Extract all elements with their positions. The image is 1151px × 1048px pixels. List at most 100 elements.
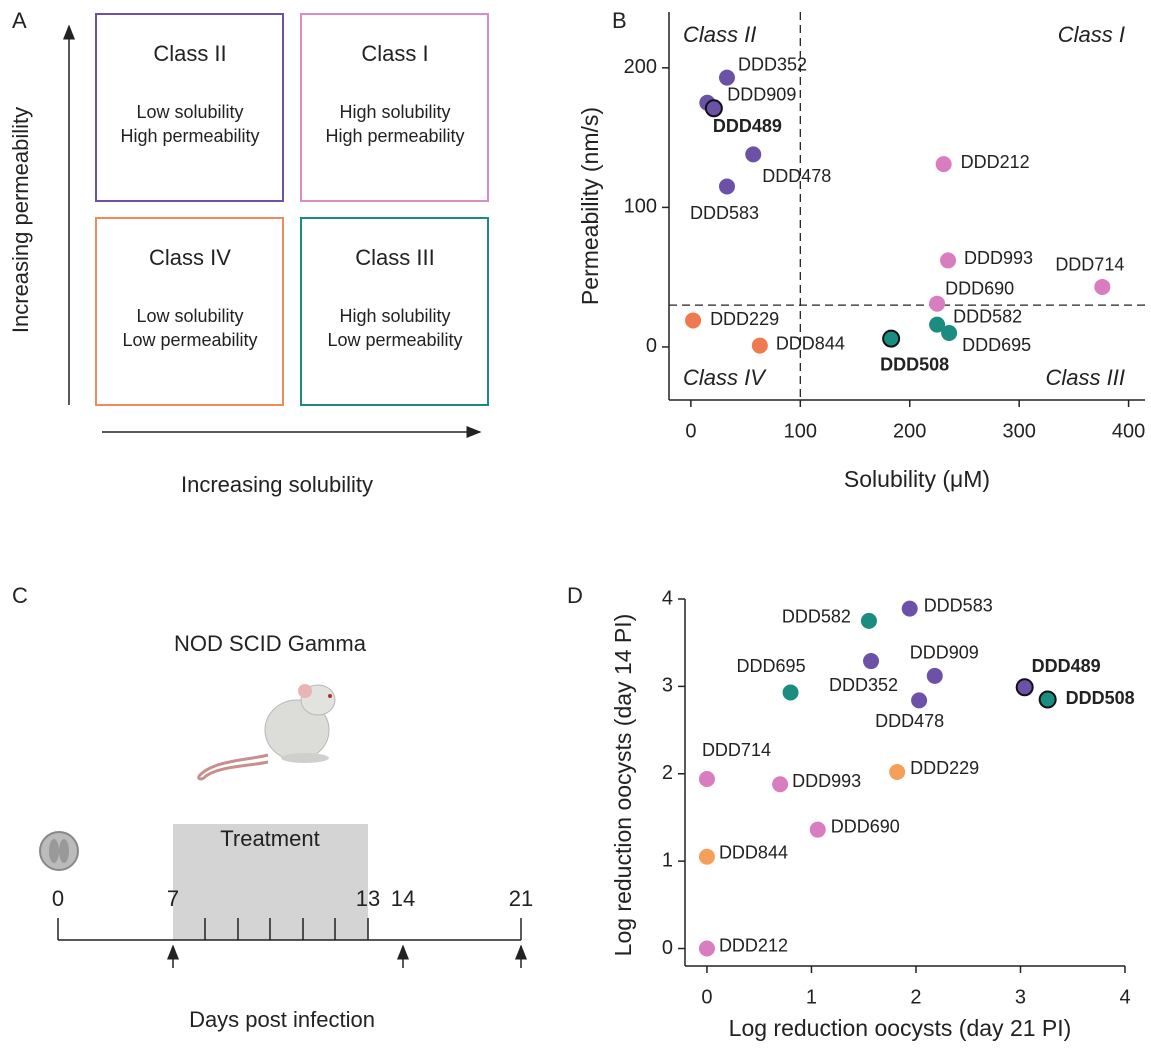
day-label: 7 [167,886,179,911]
data-point [1038,690,1057,709]
data-point [751,337,768,354]
point-label: DDD582 [953,306,1022,326]
data-point [698,771,715,788]
data-point [929,316,946,333]
quadrant-label: Class II [683,22,756,47]
data-point [772,776,789,793]
axis-label: Increasing permeability [8,107,33,333]
data-point [698,848,715,865]
treatment-label: Treatment [220,826,319,851]
y-tick-label: 100 [624,196,657,218]
data-point [698,940,715,957]
data-point [889,764,906,781]
x-axis-title: Log reduction oocysts (day 21 PI) [729,1015,1072,1041]
y-tick-label: 1 [662,849,673,871]
point-label: DDD844 [719,843,788,863]
point-label: DDD478 [762,166,831,186]
mouse-icon [197,684,336,781]
x-tick-label: 200 [893,420,926,442]
data-point [1015,678,1034,697]
class-box [300,13,489,202]
class-description: Low solubility [136,102,243,122]
quadrant-label: Class I [1058,22,1125,47]
panel-label: D [567,583,583,608]
data-point [901,600,918,617]
data-point [718,69,735,86]
point-label: DDD489 [713,116,782,136]
point-label: DDD212 [961,152,1030,172]
point-label: DDD909 [727,84,796,104]
y-tick-label: 2 [662,762,673,784]
point-label: DDD582 [782,607,851,627]
class-description: Low permeability [122,330,257,350]
y-tick-label: 0 [662,937,673,959]
quadrant-label: Class III [1046,365,1125,390]
class-title: Class IV [149,245,231,270]
point-label: DDD690 [831,816,900,836]
x-tick-label: 3 [1015,986,1026,1008]
y-tick-label: 3 [662,675,673,697]
class-title: Class I [361,41,428,66]
class-box [95,217,284,406]
point-label: DDD993 [792,771,861,791]
quadrant-label: Class IV [683,365,767,390]
data-point [860,612,877,629]
data-point [941,325,958,342]
panel-label: C [12,583,28,608]
data-point [809,821,826,838]
class-box [95,13,284,202]
timeline-ticks [57,918,527,968]
point-label: DDD352 [829,675,898,695]
class-description: High solubility [339,306,450,326]
data-point [782,684,799,701]
data-point [1094,278,1111,295]
point-label: DDD714 [702,740,771,760]
data-point [745,146,762,163]
data-point [929,295,946,312]
point-label: DDD508 [880,354,949,374]
point-label: DDD695 [962,335,1031,355]
class-title: Class II [153,41,226,66]
class-description: Low permeability [327,330,462,350]
x-tick-label: 4 [1119,986,1130,1008]
class-title: Class III [355,245,434,270]
y-tick-label: 200 [624,56,657,78]
data-point [926,667,943,684]
point-label: DDD695 [737,656,806,676]
point-label: DDD478 [875,711,944,731]
point-label: DDD909 [910,643,979,663]
y-tick-label: 0 [646,335,657,357]
day-label: 21 [509,886,533,911]
x-tick-label: 1 [806,986,817,1008]
axis-label: Increasing solubility [181,472,373,497]
data-point [685,312,702,329]
oocyst-icon [39,831,79,871]
y-tick-label: 4 [662,587,673,609]
point-label: DDD489 [1032,656,1101,676]
axis-label: Days post infection [189,1007,375,1032]
class-box [300,217,489,406]
point-label: DDD229 [710,309,779,329]
data-point [940,252,957,269]
data-point [718,178,735,195]
point-label: DDD690 [945,278,1014,298]
day-label: 13 [356,886,380,911]
data-point [935,156,952,173]
point-label: DDD583 [924,595,993,615]
data-point [882,329,901,348]
y-axis-title: Permeability (nm/s) [577,107,603,305]
class-description: High permeability [325,126,464,146]
x-axis-title: Solubility (μM) [844,466,990,492]
class-description: High solubility [339,102,450,122]
class-description: Low solubility [136,306,243,326]
panel-label: A [12,8,27,33]
x-tick-label: 2 [910,986,921,1008]
point-label: DDD508 [1066,688,1135,708]
x-tick-label: 0 [701,986,712,1008]
point-label: DDD352 [738,54,807,74]
point-label: DDD229 [910,758,979,778]
x-tick-label: 400 [1112,420,1145,442]
point-label: DDD583 [690,203,759,223]
point-label: DDD993 [964,248,1033,268]
title: NOD SCID Gamma [174,631,367,656]
